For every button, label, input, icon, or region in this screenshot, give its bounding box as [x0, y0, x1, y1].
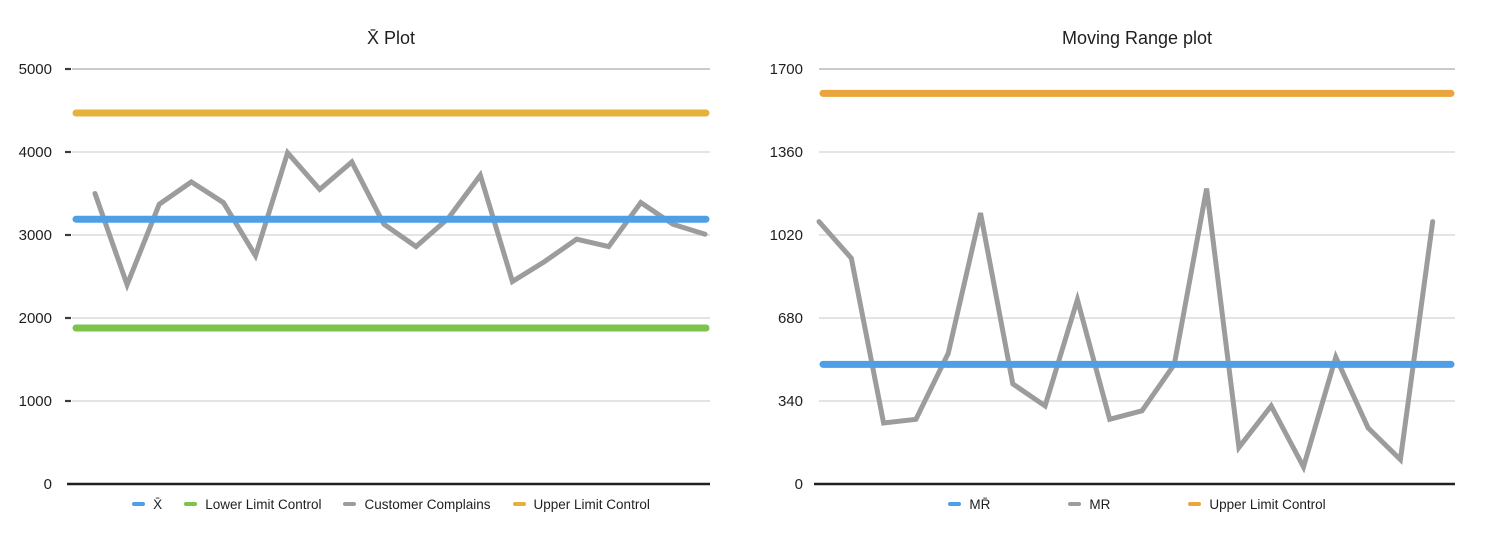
y-axis-label: 1000 [19, 393, 52, 410]
y-axis-label: 340 [778, 393, 803, 410]
legend-label-upper-limit-control: Upper Limit Control [1209, 496, 1326, 512]
y-axis-label: 4000 [19, 144, 52, 161]
moving-range-chart: Moving Range plot 0 340 680 1020 1360 1700 MR… [743, 0, 1486, 538]
legend-label-mr: MR̄ [969, 496, 991, 512]
series-customer-complains [92, 147, 708, 292]
legend-item-mr: MR̄ [948, 497, 990, 512]
legend-item-customer-complains: Customer Complains [343, 496, 491, 512]
legend-swatch-upper-limit-control [512, 502, 526, 506]
legend-item-upper-limit-control: Upper Limit Control [1188, 496, 1326, 512]
legend-item-mr: MR [1068, 497, 1110, 512]
y-axis-label: 2000 [19, 310, 52, 327]
y-axis-label: 0 [44, 476, 52, 493]
xbar-plot-area: 0 1000 2000 3000 4000 5000 [19, 61, 710, 493]
plot-svg: 0 1000 2000 3000 4000 5000 [19, 61, 710, 493]
y-axis-label: 1020 [770, 227, 803, 244]
y-axis-label: 1700 [770, 61, 803, 78]
xbar-chart: X̄ Plot 0 1000 2000 3000 4000 5000 X̄ Lower Li… [19, 28, 710, 516]
legend-swatch-x [132, 502, 146, 506]
moving-range-chart-legend: MR̄ MR Upper Limit Control [819, 492, 1455, 516]
legend-swatch-mr [948, 502, 962, 506]
series-mr [816, 188, 1436, 474]
legend-swatch-upper-limit-control [1188, 502, 1202, 506]
y-axis-label: 680 [778, 310, 803, 327]
legend-item-lower-limit-control: Lower Limit Control [184, 497, 321, 512]
y-axis-label: 0 [795, 476, 803, 493]
y-axis-label: 5000 [19, 61, 52, 78]
legend-item-upper-limit-control: Upper Limit Control [512, 496, 650, 512]
moving-range-plot-area: 0 340 680 1020 1360 1700 [743, 0, 1486, 538]
legend-item-x: X̄ [132, 497, 162, 512]
legend-label-mr: MR [1089, 496, 1111, 512]
legend-swatch-customer-complains [343, 502, 357, 506]
xbar-chart-title: X̄ Plot [366, 28, 416, 48]
legend-swatch-lower-limit-control [184, 502, 198, 506]
legend-label-upper-limit-control: Upper Limit Control [533, 496, 650, 512]
legend-label-lower-limit-control: Lower Limit Control [205, 496, 322, 512]
legend-swatch-mr [1068, 502, 1082, 506]
legend-label-customer-complains: Customer Complains [364, 496, 491, 512]
y-axis-label: 1360 [770, 144, 803, 161]
moving-range-chart-title: Moving Range plot [1061, 28, 1213, 48]
y-axis-label: 3000 [19, 227, 52, 244]
legend-label-x: X̄ [153, 496, 163, 512]
plot-svg: 0 340 680 1020 1360 1700 [770, 61, 1455, 493]
xbar-chart-legend: X̄ Lower Limit Control Customer Complains U… [72, 492, 710, 516]
